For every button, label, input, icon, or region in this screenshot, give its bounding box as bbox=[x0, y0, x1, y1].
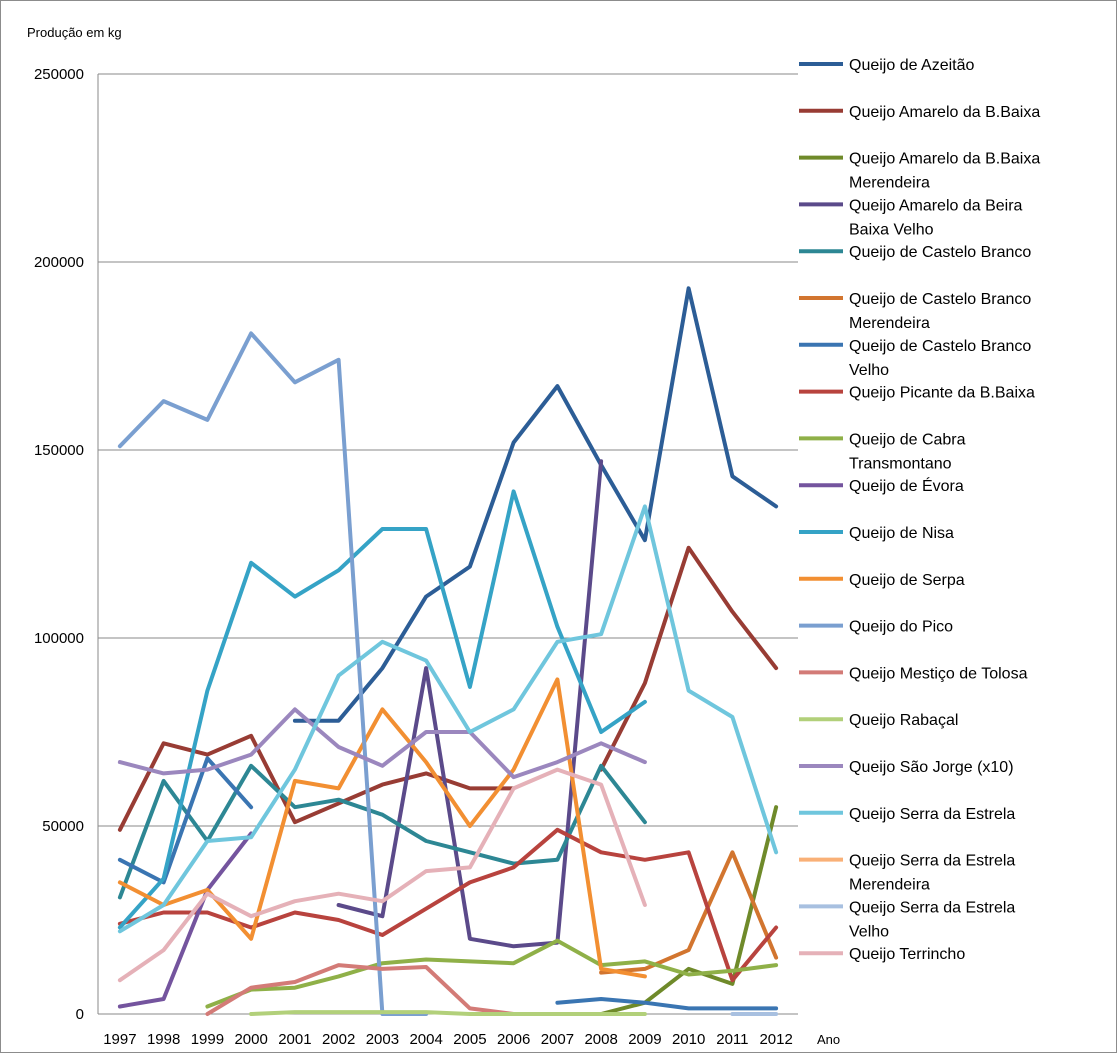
series-line bbox=[599, 850, 779, 975]
y-axis-ticks: 0 50000 100000 150000 200000 250000 bbox=[34, 66, 84, 1023]
legend-entry: Queijo de Azeitão bbox=[799, 57, 975, 74]
legend-label: Queijo do Pico bbox=[849, 619, 953, 636]
legend-entry: Queijo São Jorge (x10) bbox=[799, 759, 1014, 776]
series-line bbox=[292, 286, 779, 723]
legend-label: Queijo de Évora bbox=[849, 476, 964, 495]
legend-entry: Queijo Mestiço de Tolosa bbox=[799, 665, 1028, 682]
series-lines bbox=[117, 286, 779, 1016]
legend-entry: Queijo Amarelo da B.Baixa bbox=[799, 104, 1040, 121]
y-tick-label: 250000 bbox=[34, 66, 84, 83]
series-line bbox=[599, 805, 779, 1016]
series-line bbox=[117, 331, 429, 1016]
legend-entry: Queijo Serra da Estrela bbox=[799, 806, 1015, 823]
x-tick-label: 2007 bbox=[541, 1031, 574, 1048]
legend-entry: Queijo Serra da Estrela Merendeira bbox=[799, 853, 1015, 894]
series-line bbox=[117, 677, 647, 979]
series-line bbox=[117, 489, 647, 930]
y-axis-title: Produção em kg bbox=[27, 25, 122, 40]
x-tick-label: 2005 bbox=[453, 1031, 486, 1048]
legend-entry: Queijo Picante da B.Baixa bbox=[799, 385, 1035, 402]
legend-label: Queijo Amarelo da B.Baixa bbox=[849, 104, 1040, 121]
legend-label: Queijo Amarelo da Beira Baixa Velho bbox=[849, 197, 1023, 238]
x-tick-label: 2009 bbox=[628, 1031, 661, 1048]
legend-entry: Queijo Rabaçal bbox=[799, 712, 958, 729]
x-tick-label: 2001 bbox=[278, 1031, 311, 1048]
legend-label: Queijo Mestiço de Tolosa bbox=[849, 665, 1028, 682]
x-tick-label: 2000 bbox=[234, 1031, 267, 1048]
legend-entry: Queijo de Cabra Transmontano bbox=[799, 431, 966, 472]
legend-entry: Queijo Serra da Estrela Velho bbox=[799, 899, 1015, 940]
x-tick-label: 1999 bbox=[191, 1031, 224, 1048]
legend-label: Queijo Serra da Estrela bbox=[849, 806, 1015, 823]
legend-entry: Queijo Terrincho bbox=[799, 946, 965, 963]
x-tick-label: 2002 bbox=[322, 1031, 355, 1048]
series-line bbox=[117, 756, 779, 1011]
legend-entry: Queijo Amarelo da Beira Baixa Velho bbox=[799, 197, 1023, 238]
legend-entry: Queijo de Nisa bbox=[799, 525, 954, 542]
y-tick-label: 150000 bbox=[34, 442, 84, 459]
legend-label: Queijo Amarelo da B.Baixa Merendeira bbox=[849, 151, 1040, 192]
legend-entry: Queijo de Évora bbox=[799, 476, 964, 495]
legend-label: Queijo Terrincho bbox=[849, 946, 965, 963]
y-tick-label: 100000 bbox=[34, 630, 84, 647]
x-axis-ticks: 1997 1998 1999 2000 2001 2002 2003 2004 2005 2006… bbox=[103, 1031, 793, 1048]
legend-label: Queijo de Nisa bbox=[849, 525, 954, 542]
x-tick-label: 2008 bbox=[584, 1031, 617, 1048]
x-tick-label: 2006 bbox=[497, 1031, 530, 1048]
series-line bbox=[117, 504, 779, 934]
series-line bbox=[249, 1010, 647, 1016]
series-line bbox=[205, 938, 779, 1009]
x-tick-label: 2010 bbox=[672, 1031, 705, 1048]
legend-label: Queijo de Castelo Branco Merendeira bbox=[849, 291, 1031, 332]
x-tick-label: 1998 bbox=[147, 1031, 180, 1048]
y-tick-label: 0 bbox=[76, 1006, 84, 1023]
x-axis-title: Ano bbox=[817, 1032, 840, 1047]
legend-label: Queijo São Jorge (x10) bbox=[849, 759, 1014, 776]
x-tick-label: 2011 bbox=[716, 1031, 748, 1048]
x-tick-label: 2012 bbox=[759, 1031, 792, 1048]
legend-label: Queijo de Serpa bbox=[849, 572, 965, 589]
legend-label: Queijo Serra da Estrela Velho bbox=[849, 899, 1015, 940]
legend-label: Queijo de Castelo Branco Velho bbox=[849, 338, 1031, 379]
x-tick-label: 1997 bbox=[103, 1031, 136, 1048]
legend: Queijo de Azeitão Queijo Amarelo da B.Bai… bbox=[799, 57, 1040, 963]
legend-label: Queijo Picante da B.Baixa bbox=[849, 385, 1035, 402]
legend-label: Queijo de Azeitão bbox=[849, 57, 975, 74]
legend-entry: Queijo de Castelo Branco Velho bbox=[799, 338, 1031, 379]
x-tick-label: 2003 bbox=[366, 1031, 399, 1048]
series-line bbox=[117, 827, 779, 983]
series-line bbox=[117, 767, 647, 983]
series-line bbox=[117, 831, 254, 1009]
legend-label: Queijo Serra da Estrela Merendeira bbox=[849, 853, 1015, 894]
y-tick-label: 200000 bbox=[34, 254, 84, 271]
legend-label: Queijo de Castelo Branco bbox=[849, 244, 1031, 261]
x-tick-label: 2004 bbox=[409, 1031, 442, 1048]
legend-entry: Queijo de Castelo Branco Merendeira bbox=[799, 291, 1031, 332]
legend-label: Queijo de Cabra Transmontano bbox=[849, 431, 966, 472]
legend-entry: Queijo Amarelo da B.Baixa Merendeira bbox=[799, 151, 1040, 192]
legend-label: Queijo Rabaçal bbox=[849, 712, 958, 729]
legend-entry: Queijo do Pico bbox=[799, 619, 953, 636]
legend-entry: Queijo de Castelo Branco bbox=[799, 244, 1031, 261]
series-line bbox=[117, 707, 647, 780]
legend-entry: Queijo de Serpa bbox=[799, 572, 965, 589]
y-tick-label: 50000 bbox=[42, 818, 84, 835]
series-line bbox=[117, 545, 779, 832]
gridlines bbox=[97, 73, 798, 1015]
